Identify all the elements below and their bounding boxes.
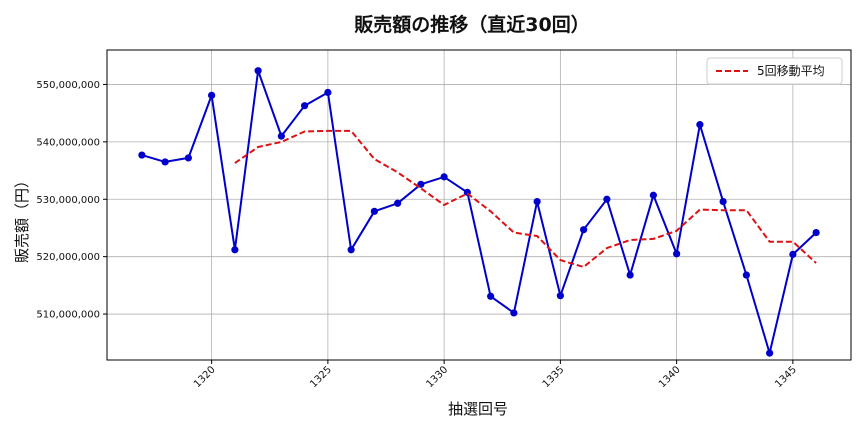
data-point-sales <box>301 102 309 110</box>
x-tick-label: 1345 <box>773 364 799 390</box>
x-axis-label: 抽選回号 <box>448 400 508 418</box>
x-tick-label: 1340 <box>657 364 683 390</box>
data-point-sales <box>580 226 588 234</box>
data-point-sales <box>812 228 820 237</box>
plot-area: 1320 1325 1330 1335 1340 1345 510,000,000 520,0… <box>36 49 852 390</box>
y-tick-label: 530,000,000 <box>36 195 100 206</box>
data-point-sales <box>324 88 332 97</box>
series-line-moving-average <box>234 129 817 268</box>
legend: 5回移動平均 <box>706 57 843 85</box>
legend-box <box>706 57 843 85</box>
data-point-sales <box>487 292 495 300</box>
legend-label-moving-average: 5回移動平均 <box>757 64 825 78</box>
data-point-sales <box>789 250 797 258</box>
y-tick-label: 520,000,000 <box>36 252 100 263</box>
data-point-sales <box>626 271 634 279</box>
data-point-sales <box>254 67 262 75</box>
x-tick-label: 1330 <box>424 364 450 390</box>
data-point-sales <box>138 151 146 159</box>
y-tick-label: 540,000,000 <box>36 137 100 148</box>
x-tick-label: 1320 <box>192 364 218 390</box>
data-point-sales <box>208 91 216 99</box>
data-point-sales <box>556 292 564 300</box>
data-point-sales <box>277 132 285 140</box>
data-point-sales <box>510 309 518 317</box>
series-line-sales <box>141 69 817 355</box>
data-point-sales <box>370 207 378 215</box>
data-point-sales <box>347 246 355 254</box>
data-point-sales <box>603 195 611 203</box>
data-point-sales <box>533 197 541 206</box>
y-tick-label: 510,000,000 <box>36 310 100 321</box>
y-axis-label: 販売額（円） <box>13 173 31 263</box>
data-point-sales <box>696 121 704 129</box>
plot-frame <box>106 49 852 361</box>
y-tick-label: 550,000,000 <box>36 80 100 91</box>
data-point-sales <box>394 199 402 207</box>
data-point-sales <box>231 246 239 254</box>
x-tick-label: 1335 <box>541 364 567 390</box>
x-tick-label: 1325 <box>308 364 334 390</box>
data-point-sales <box>440 173 448 181</box>
chart-title: 販売額の推移（直近30回） <box>354 13 589 36</box>
data-point-sales <box>649 191 657 199</box>
data-point-sales <box>184 154 192 162</box>
data-point-sales <box>161 158 169 166</box>
data-point-sales <box>742 271 750 279</box>
data-point-sales <box>719 197 727 206</box>
data-point-sales <box>673 250 681 258</box>
data-point-sales <box>766 349 774 357</box>
